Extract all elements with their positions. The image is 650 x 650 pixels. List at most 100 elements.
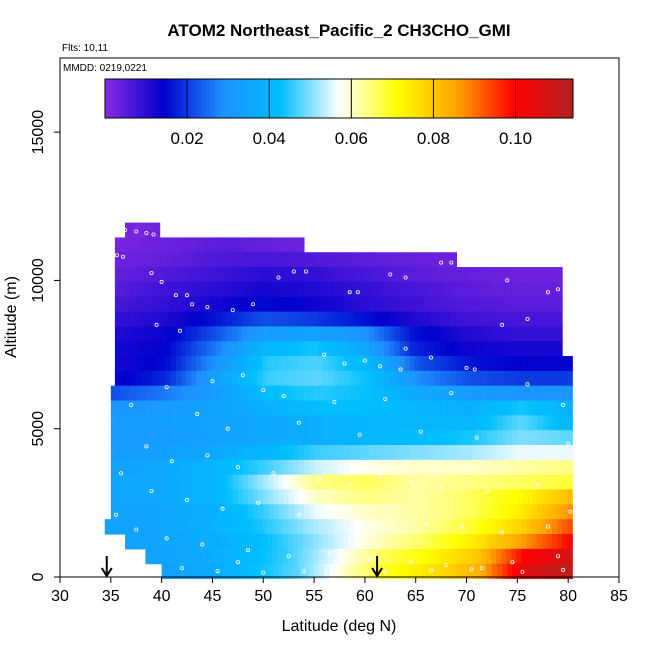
field-cell xyxy=(272,311,279,327)
sample-point xyxy=(378,474,383,479)
colorbar-segment xyxy=(518,79,523,118)
field-cell xyxy=(517,459,524,476)
field-cell xyxy=(563,415,569,431)
field-cell xyxy=(475,548,482,565)
colorbar-segment xyxy=(374,79,379,118)
field-cell xyxy=(562,534,568,550)
field-cell xyxy=(207,459,214,476)
field-cell xyxy=(297,296,304,313)
field-cell xyxy=(262,341,268,357)
field-cell xyxy=(160,267,167,283)
field-cell xyxy=(171,445,178,461)
field-cell xyxy=(130,534,136,550)
field-cell xyxy=(242,430,249,446)
field-cell xyxy=(410,474,417,491)
x-tick-label: 45 xyxy=(204,588,222,605)
field-cell xyxy=(293,474,300,491)
colorbar-segment xyxy=(487,79,492,118)
field-cell xyxy=(526,534,533,550)
sample-point xyxy=(347,290,352,295)
field-cell xyxy=(287,311,294,327)
sample-point xyxy=(347,483,352,488)
field-cell xyxy=(125,356,131,372)
field-cell xyxy=(455,281,462,298)
field-cell xyxy=(385,430,391,446)
field-cell xyxy=(181,563,188,580)
field-cell xyxy=(160,548,167,565)
field-cell xyxy=(430,504,437,520)
field-cell xyxy=(277,341,284,357)
colorbar-segment xyxy=(155,79,161,118)
field-cell xyxy=(455,548,462,565)
field-cell xyxy=(241,370,248,387)
field-cell xyxy=(119,519,126,535)
field-cell xyxy=(307,267,314,283)
colorbar-segment xyxy=(128,79,133,118)
field-cell xyxy=(410,489,417,505)
field-cell xyxy=(424,341,431,357)
field-cell xyxy=(567,519,573,535)
field-cell xyxy=(404,281,411,298)
field-cell xyxy=(165,237,172,253)
field-cell xyxy=(395,445,402,461)
sample-point xyxy=(205,305,210,310)
field-cell xyxy=(409,356,416,372)
field-cell xyxy=(409,534,416,550)
field-cell xyxy=(292,534,299,550)
colorbar-segment xyxy=(120,79,125,118)
field-cell xyxy=(314,459,320,476)
field-cell xyxy=(379,311,385,327)
colorbar-segment xyxy=(218,79,223,118)
field-cell xyxy=(363,296,370,313)
field-cell xyxy=(314,430,320,446)
field-cell xyxy=(180,267,187,283)
field-cell xyxy=(314,415,320,431)
colorbar-tick-label: 0.08 xyxy=(417,129,450,148)
field-cell xyxy=(165,341,172,357)
field-cell xyxy=(236,326,243,342)
field-cell xyxy=(445,370,451,387)
field-cell xyxy=(156,430,163,446)
field-cell xyxy=(420,504,427,520)
field-cell xyxy=(522,415,529,431)
field-cell xyxy=(491,489,498,505)
field-cell xyxy=(196,341,202,357)
field-cell xyxy=(339,430,346,446)
field-cell xyxy=(390,489,396,505)
field-cell xyxy=(236,370,243,387)
field-cell xyxy=(231,237,238,253)
field-cell xyxy=(521,519,528,535)
sample-point xyxy=(225,426,230,431)
sample-point xyxy=(449,260,454,265)
sample-point xyxy=(367,557,372,562)
field-cell xyxy=(227,563,234,580)
field-cell xyxy=(517,400,524,416)
field-cell xyxy=(197,385,203,402)
field-cell xyxy=(405,400,412,416)
field-cell xyxy=(140,252,146,268)
field-cell xyxy=(496,311,502,327)
field-cell xyxy=(466,504,473,520)
field-cell xyxy=(319,459,325,476)
field-cell xyxy=(155,237,162,253)
field-cell xyxy=(145,311,152,327)
field-cell xyxy=(409,341,416,357)
field-cell xyxy=(456,400,463,416)
field-cell xyxy=(267,548,274,565)
field-cell xyxy=(557,356,563,372)
field-cell xyxy=(395,415,402,431)
field-cell xyxy=(339,474,346,491)
colorbar-segment xyxy=(132,79,137,118)
field-cell xyxy=(110,445,117,461)
field-cell xyxy=(328,519,334,535)
colorbar-segment xyxy=(233,79,239,118)
field-cell xyxy=(536,548,543,565)
field-cell xyxy=(131,504,137,520)
field-cell xyxy=(283,504,290,520)
field-cell xyxy=(242,415,249,431)
field-cell xyxy=(429,311,436,327)
field-cell xyxy=(253,504,259,520)
field-cell xyxy=(314,489,320,505)
field-cell xyxy=(329,504,336,520)
field-cell xyxy=(226,326,233,342)
